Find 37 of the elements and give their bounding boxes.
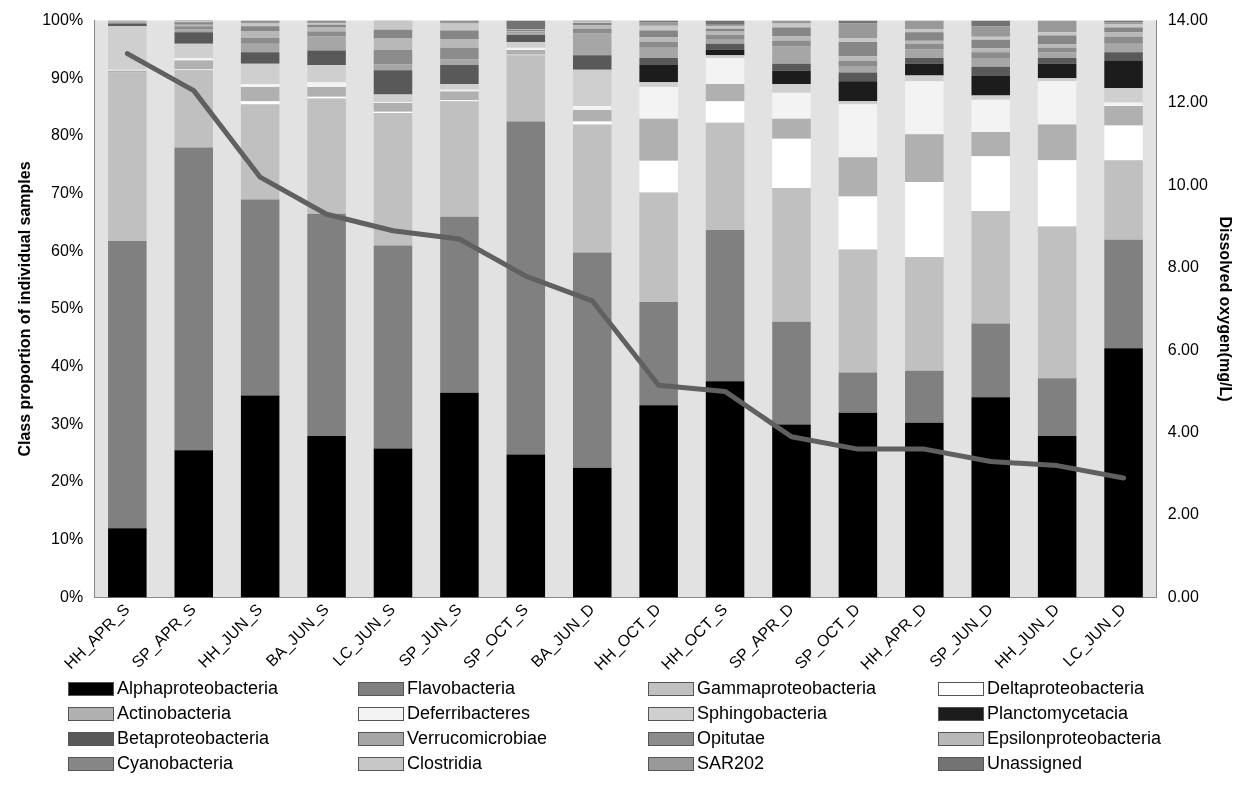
y-tick-label: 60%	[51, 241, 84, 259]
y2-tick-label: 6.00	[1167, 340, 1199, 358]
legend-label: Verrucomicrobiae	[407, 728, 548, 749]
y-tick-label: 100%	[42, 11, 84, 29]
y2-tick-label: 10.00	[1167, 175, 1208, 193]
y-tick-label: 40%	[51, 357, 84, 375]
legend-label: Alphaproteobacteria	[117, 678, 279, 699]
legend-label: Opitutae	[697, 728, 766, 749]
y-tick-label: 80%	[51, 126, 84, 144]
legend-label: Deltaproteobacteria	[987, 678, 1145, 699]
legend-label: Sphingobacteria	[697, 703, 828, 724]
y-axis-title: Class proportion of individual samples	[16, 161, 34, 457]
y2-tick-label: 8.00	[1167, 258, 1199, 276]
legend-label: Cyanobacteria	[117, 753, 234, 774]
legend-label: Deferribacteres	[407, 703, 531, 724]
y-tick-label: 10%	[51, 530, 84, 548]
legend-label: Epsilonproteobacteria	[987, 728, 1162, 749]
y-tick-label: 90%	[51, 68, 84, 86]
y-tick-label: 50%	[51, 299, 84, 317]
y-tick-label: 30%	[51, 414, 84, 432]
legend-label: Planctomycetacia	[987, 703, 1129, 724]
y2-axis-title: Dissolved oxygen(mg/L)	[1216, 216, 1234, 402]
legend-label: Actinobacteria	[117, 703, 232, 724]
y-tick-label: 20%	[51, 472, 84, 490]
legend-label: Clostridia	[407, 753, 483, 774]
legend-label: Betaproteobacteria	[117, 728, 270, 749]
y2-tick-label: 2.00	[1167, 505, 1199, 523]
y-tick-label: 70%	[51, 184, 84, 202]
y-tick-label: 0%	[60, 587, 84, 605]
y2-tick-label: 0.00	[1167, 587, 1199, 605]
legend-label: Gammaproteobacteria	[697, 678, 877, 699]
y2-tick-label: 4.00	[1167, 423, 1199, 441]
legend-label: Unassigned	[987, 753, 1083, 774]
y2-tick-label: 12.00	[1167, 93, 1208, 111]
legend-label: Flavobacteria	[407, 678, 516, 699]
legend-label: SAR202	[697, 753, 765, 774]
y2-tick-label: 14.00	[1167, 11, 1208, 29]
